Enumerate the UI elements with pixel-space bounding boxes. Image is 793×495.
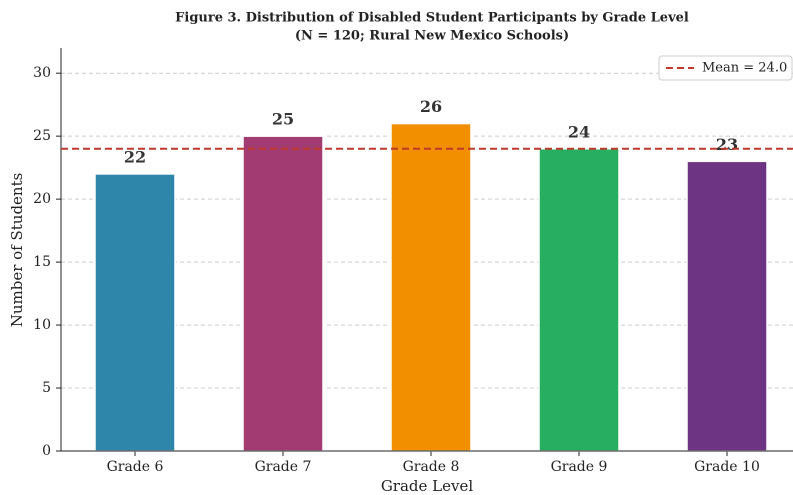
value-label: 22 [124, 147, 146, 166]
value-label: 23 [716, 135, 738, 154]
y-tick-label: 15 [33, 254, 51, 270]
x-tick-label: Grade 10 [694, 459, 760, 475]
value-label: 25 [272, 110, 294, 129]
legend-box [658, 55, 793, 81]
y-tick-label: 20 [33, 191, 51, 207]
y-tick-label: 30 [33, 65, 51, 81]
chart-subtitle: (N = 120; Rural New Mexico Schools) [295, 29, 569, 44]
y-tick-label: 10 [33, 317, 51, 333]
y-tick-label: 0 [42, 443, 51, 459]
x-tick-label: Grade 7 [255, 459, 312, 475]
x-tick-label: Grade 6 [107, 459, 164, 475]
chart-title: Figure 3. Distribution of Disabled Stude… [175, 11, 689, 26]
x-tick-label: Grade 8 [403, 459, 460, 475]
x-axis-label: Grade Level [381, 477, 474, 495]
bar [242, 135, 324, 452]
bar [538, 148, 620, 452]
y-axis-label: Number of Students [8, 173, 26, 328]
bar [686, 160, 768, 452]
bar [390, 122, 472, 452]
y-tick-label: 5 [42, 380, 51, 396]
value-label: 24 [568, 122, 590, 141]
bar [94, 173, 176, 452]
y-tick-label: 25 [33, 128, 51, 144]
legend-label: Mean = 24.0 [702, 61, 787, 76]
x-tick-label: Grade 9 [551, 459, 608, 475]
value-label: 26 [420, 97, 442, 116]
